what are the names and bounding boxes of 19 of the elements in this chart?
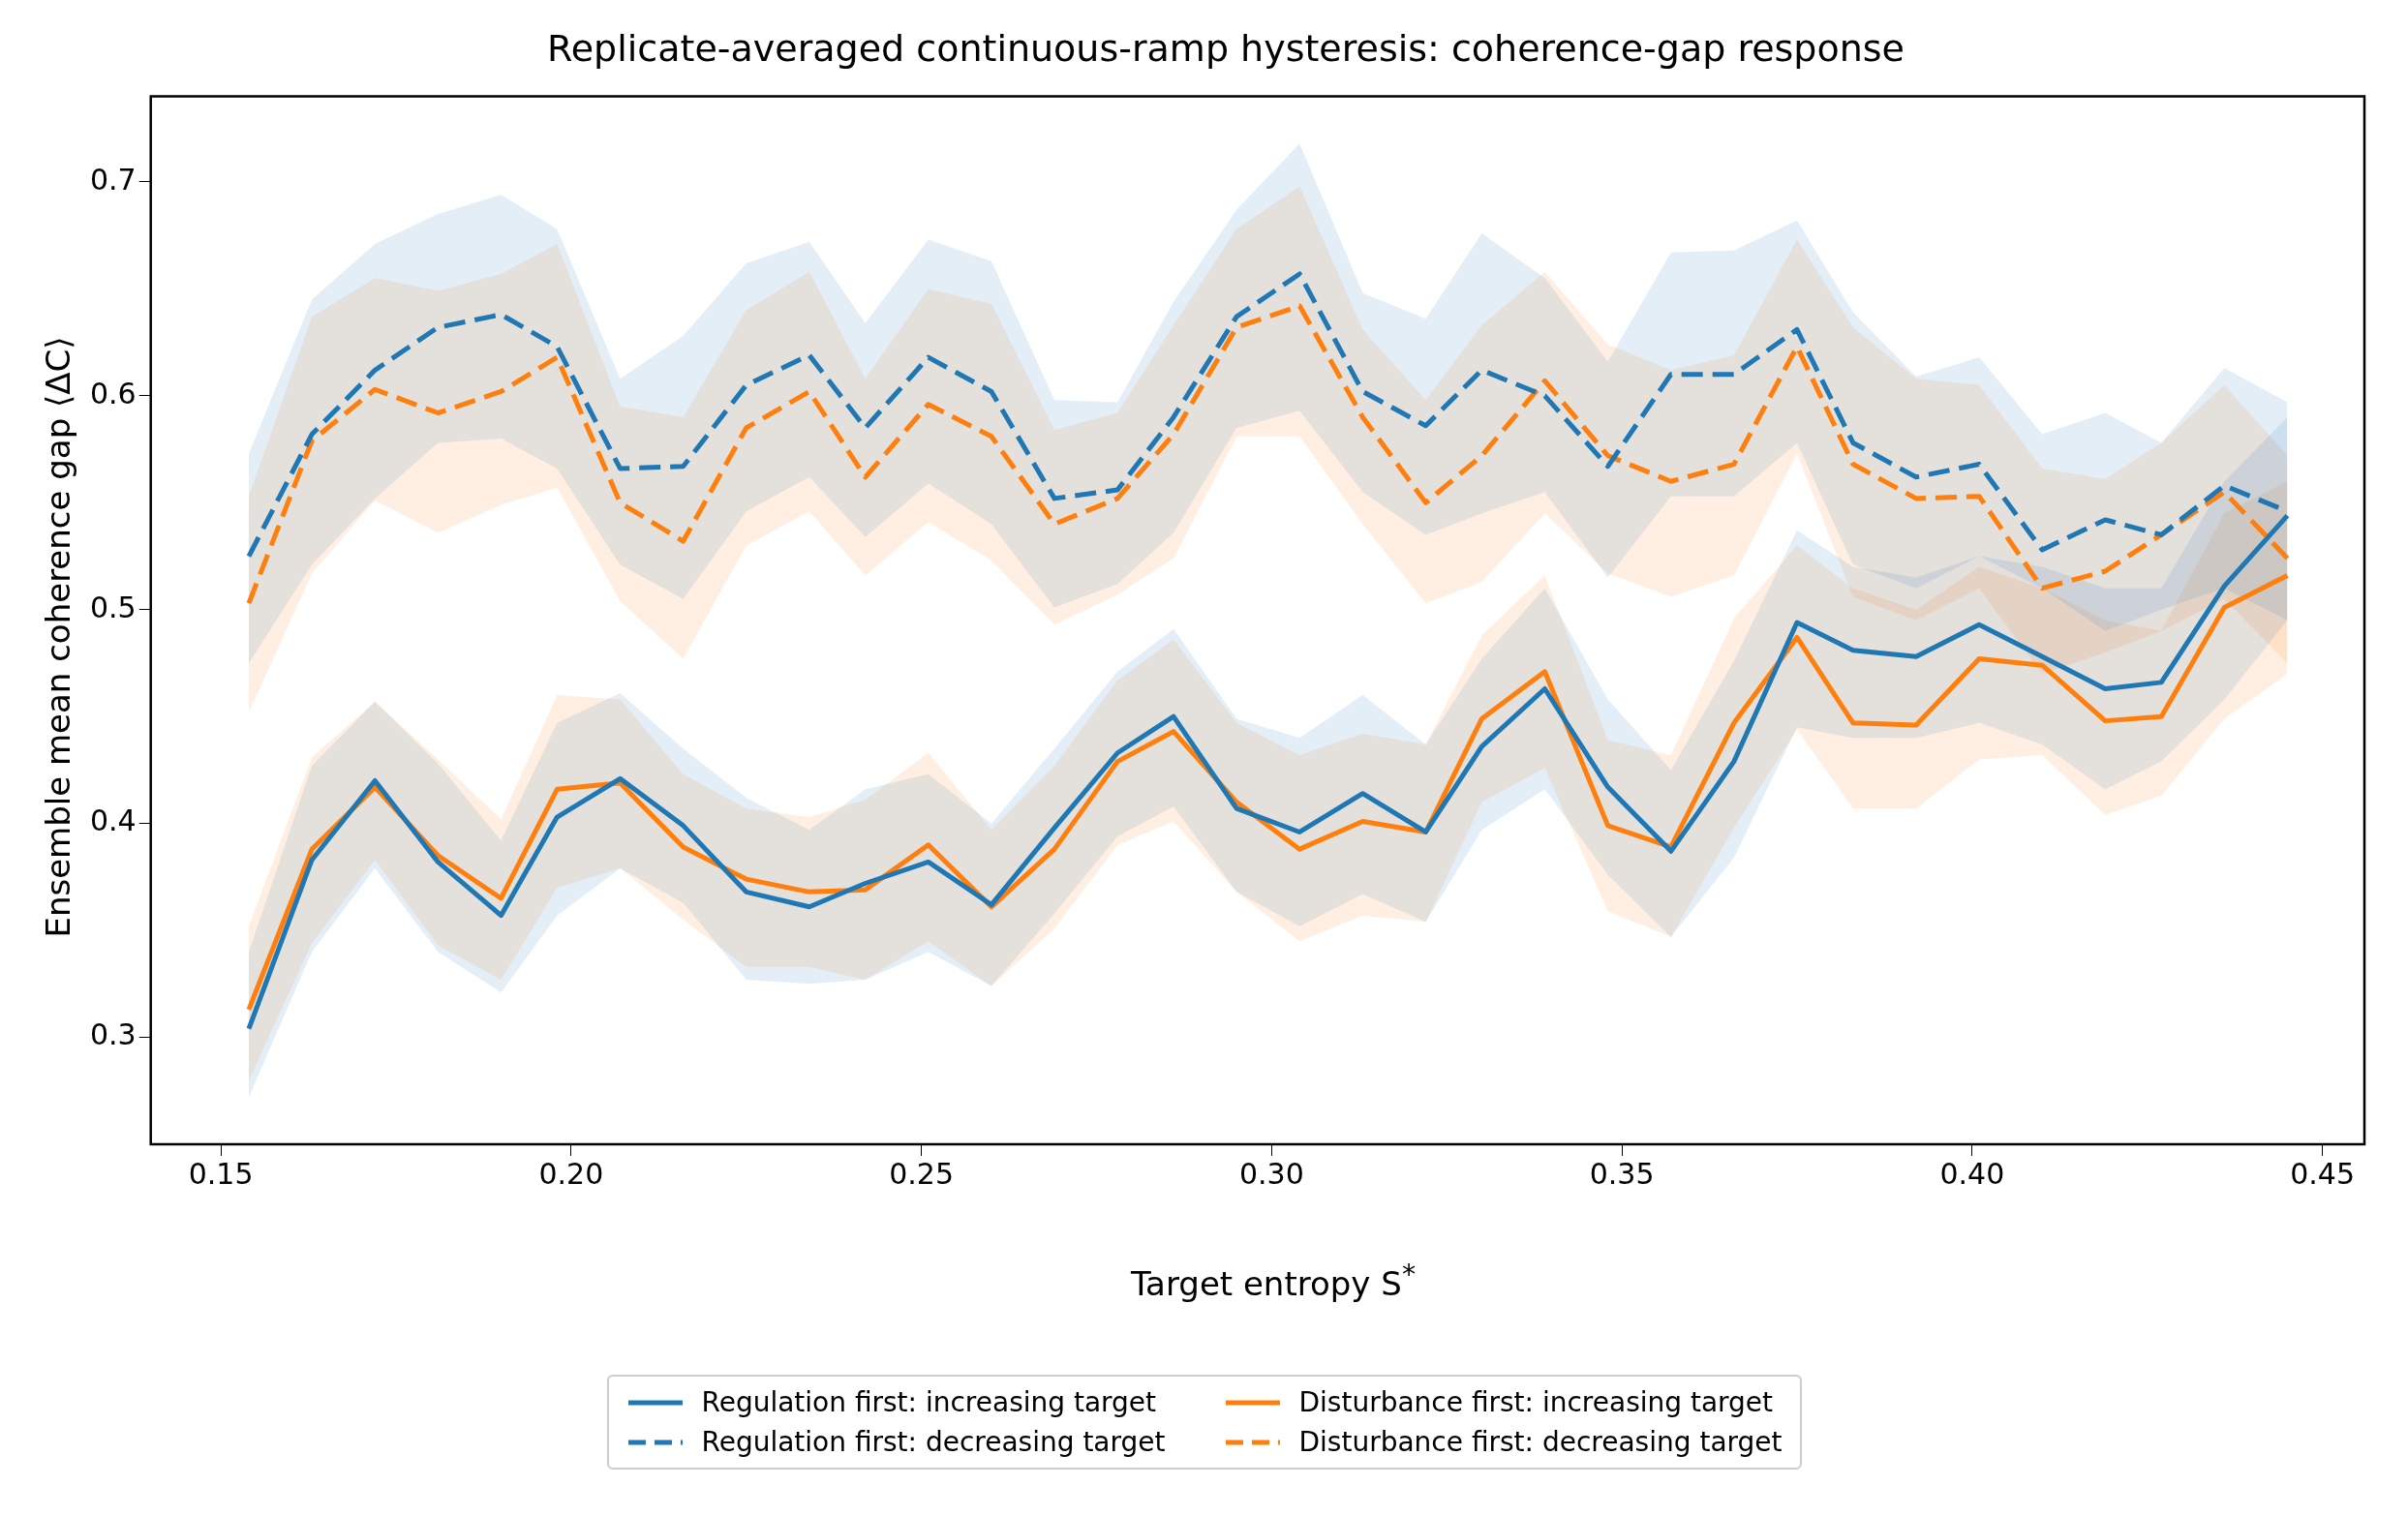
x-tick-label: 0.40 [1939, 1156, 2005, 1191]
x-tick-label: 0.35 [1589, 1156, 1655, 1191]
legend-label: Disturbance first: decreasing target [1298, 1426, 1783, 1458]
x-tick-label: 0.20 [538, 1156, 604, 1191]
y-tick-label: 0.3 [89, 1017, 137, 1052]
x-tick-label: 0.45 [2290, 1156, 2355, 1191]
legend-label: Regulation first: decreasing target [701, 1426, 1166, 1458]
x-tick-label: 0.15 [188, 1156, 254, 1191]
legend-label: Regulation first: increasing target [701, 1386, 1157, 1418]
x-tick-label: 0.25 [889, 1156, 954, 1191]
x-axis-title: Target entropy S$^{*}$ [1129, 1258, 1417, 1304]
y-tick-label: 0.5 [89, 590, 137, 624]
y-axis-title: Ensemble mean coherence gap ⟨ΔC⟩ [39, 336, 77, 938]
legend-label: Disturbance first: increasing target [1298, 1386, 1774, 1418]
x-tick-label: 0.30 [1238, 1156, 1304, 1191]
y-tick-label: 0.4 [89, 803, 137, 838]
y-tick-label: 0.7 [89, 162, 137, 197]
y-tick-label: 0.6 [89, 376, 137, 410]
chart-title: Replicate-averaged continuous-ramp hysteresis: coherence-gap response [547, 26, 1905, 70]
